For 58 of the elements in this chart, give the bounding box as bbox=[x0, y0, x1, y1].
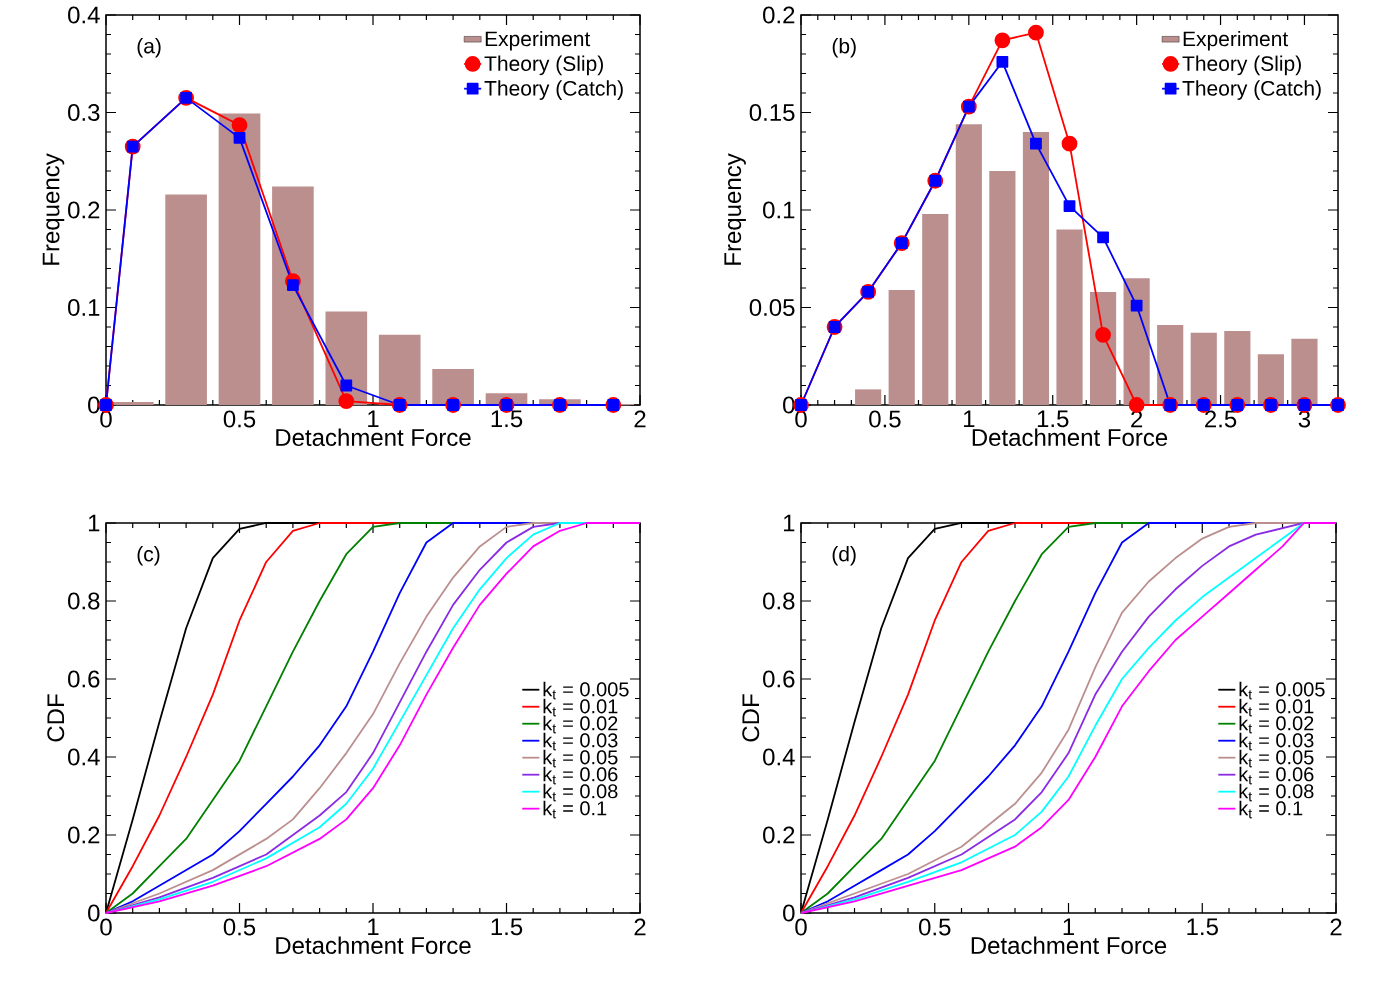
y-tick-label: 0.05 bbox=[749, 299, 795, 316]
x-tick-label: 1.5 bbox=[491, 410, 523, 428]
annotation: (a) bbox=[137, 38, 161, 58]
legend-label: Theory (Catch) bbox=[484, 80, 623, 100]
y-tick-label: 0.1 bbox=[763, 201, 795, 219]
legend-label: Theory (Slip) bbox=[1182, 55, 1301, 76]
y-tick-label: 0.1 bbox=[68, 299, 100, 316]
y-tick-label: 0.8 bbox=[68, 592, 100, 610]
x-axis-title: Detachment Force bbox=[276, 936, 471, 955]
x-tick-label: 1.5 bbox=[1037, 410, 1069, 428]
y-axis-title: Frequency bbox=[42, 153, 65, 265]
y-tick-label: 0 bbox=[88, 904, 100, 922]
x-tick-label: 1.5 bbox=[491, 918, 523, 936]
y-tick-label: 0 bbox=[783, 396, 795, 414]
x-axis-title: Detachment Force bbox=[276, 428, 471, 447]
legend-label: Theory (Catch) bbox=[1182, 80, 1321, 100]
y-tick-label: 0.4 bbox=[763, 748, 795, 766]
x-tick-label: 0.5 bbox=[869, 410, 901, 428]
x-tick-label: 0 bbox=[100, 918, 112, 936]
annotation: (c) bbox=[137, 546, 160, 566]
y-tick-label: 0 bbox=[783, 904, 795, 922]
x-tick-label: 0.5 bbox=[223, 918, 256, 936]
x-tick-label: 1 bbox=[368, 410, 379, 428]
y-tick-label: 0.3 bbox=[68, 104, 100, 121]
y-tick-label: 1 bbox=[783, 514, 795, 532]
y-axis-title: CDF bbox=[742, 694, 760, 742]
y-tick-label: 0.4 bbox=[68, 6, 100, 24]
y-tick-label: 0.4 bbox=[68, 748, 100, 766]
y-tick-label: 0 bbox=[88, 396, 100, 414]
legend-label: Experiment bbox=[485, 30, 591, 51]
x-tick-label: 1 bbox=[368, 918, 379, 936]
x-tick-label: 1.5 bbox=[1187, 918, 1218, 936]
y-tick-label: 0.6 bbox=[763, 670, 795, 688]
y-tick-label: 0.15 bbox=[749, 104, 795, 121]
y-tick-label: 0.2 bbox=[68, 826, 100, 844]
y-tick-label: 0.2 bbox=[763, 826, 795, 844]
x-tick-label: 2.5 bbox=[1205, 410, 1237, 428]
x-axis-title: Detachment Force bbox=[971, 936, 1167, 955]
legend-label: Experiment bbox=[1183, 30, 1289, 51]
x-tick-label: 0 bbox=[795, 918, 807, 936]
x-tick-label: 1 bbox=[1063, 918, 1075, 936]
y-tick-label: 0.8 bbox=[763, 592, 795, 610]
y-axis-title: Frequency bbox=[724, 153, 746, 265]
y-tick-label: 0.6 bbox=[68, 670, 100, 688]
x-tick-label: 2 bbox=[1330, 918, 1342, 936]
annotation: (b) bbox=[832, 38, 856, 58]
x-tick-label: 1 bbox=[963, 410, 975, 428]
x-tick-label: 0.5 bbox=[223, 410, 256, 428]
x-tick-label: 2 bbox=[634, 410, 646, 428]
legend-label: Theory (Slip) bbox=[484, 55, 603, 76]
x-axis-title: Detachment Force bbox=[972, 428, 1168, 447]
y-tick-label: 0.2 bbox=[763, 6, 795, 24]
y-tick-label: 0.2 bbox=[68, 201, 100, 219]
x-tick-label: 0.5 bbox=[919, 918, 951, 936]
annotation: (d) bbox=[832, 546, 856, 566]
y-tick-label: 1 bbox=[88, 514, 100, 532]
y-axis-title: CDF bbox=[47, 694, 65, 742]
x-tick-label: 2 bbox=[634, 918, 646, 936]
